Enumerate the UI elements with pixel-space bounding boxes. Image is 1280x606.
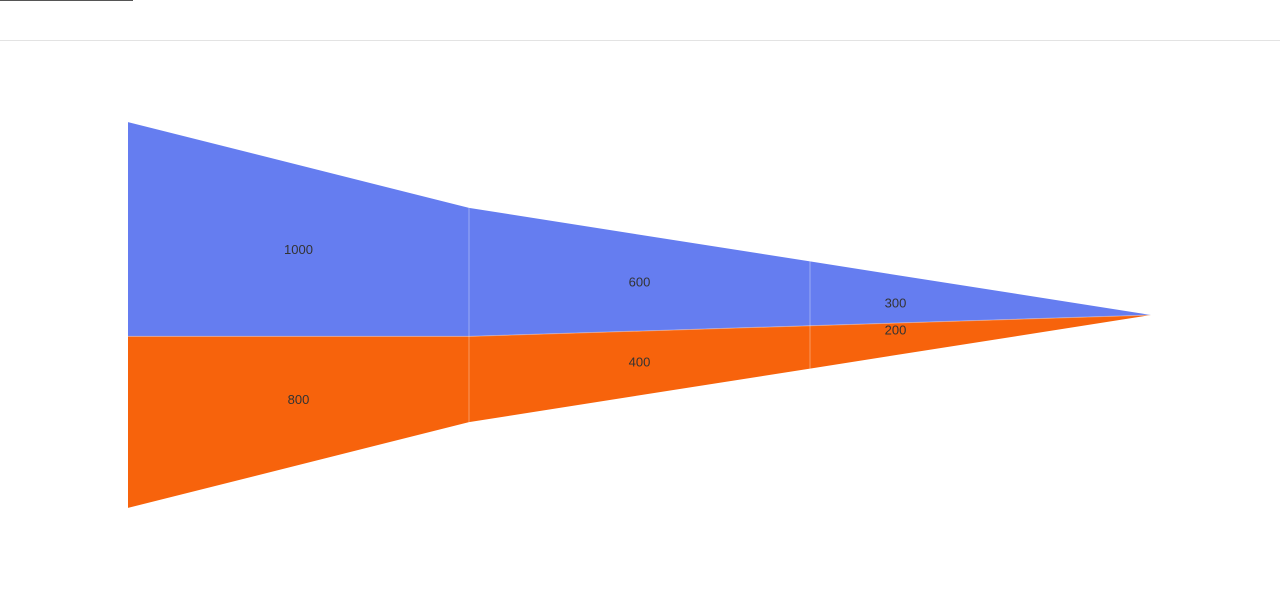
- top-toolbar: [0, 0, 1280, 41]
- series-1-segment-2[interactable]: [810, 315, 1151, 369]
- series-1-segment-0[interactable]: [128, 336, 469, 508]
- series-0-data-label: 600: [629, 274, 651, 289]
- series-split-line: [128, 314, 1152, 337]
- series-0-segment-0[interactable]: [128, 122, 469, 337]
- series-0-data-label: 300: [885, 296, 907, 311]
- series-0-segment-1[interactable]: [469, 207, 810, 337]
- active-tab-indicator: [0, 0, 133, 1]
- series-0-segment-2[interactable]: [810, 261, 1151, 326]
- series-0-data-label: 1000: [284, 242, 313, 257]
- series-1-data-label: 200: [885, 323, 907, 338]
- series-1-data-label: 800: [288, 392, 310, 407]
- series-1-data-label: 400: [629, 355, 651, 370]
- series-1-segment-1[interactable]: [469, 325, 810, 423]
